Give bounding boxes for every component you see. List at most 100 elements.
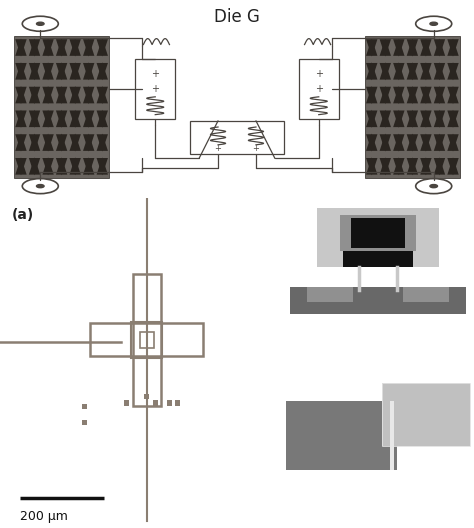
Polygon shape [420,39,432,56]
Polygon shape [83,157,94,175]
Polygon shape [366,134,377,151]
Polygon shape [42,87,54,104]
Polygon shape [29,62,40,80]
Text: Die G: Die G [214,8,260,26]
Polygon shape [380,110,391,127]
Polygon shape [434,39,445,56]
Polygon shape [447,158,459,175]
Polygon shape [393,158,404,175]
Polygon shape [407,62,418,80]
Polygon shape [420,110,432,128]
Polygon shape [15,110,27,128]
Polygon shape [15,39,27,56]
Polygon shape [42,157,54,175]
Text: 500 nm: 500 nm [297,515,346,528]
Polygon shape [83,110,94,128]
Polygon shape [97,39,108,56]
Polygon shape [56,87,67,104]
Polygon shape [380,63,391,80]
Polygon shape [97,110,108,127]
Polygon shape [380,39,391,56]
Bar [317,208,439,267]
Polygon shape [407,157,418,175]
Polygon shape [15,134,27,151]
Polygon shape [83,63,94,80]
Polygon shape [56,158,67,175]
Polygon shape [393,86,404,103]
Bar [124,400,129,406]
Circle shape [430,22,438,25]
Text: +: + [151,84,159,94]
Polygon shape [97,62,108,80]
Polygon shape [42,158,54,175]
Bar [390,401,394,470]
Bar [135,60,175,119]
Polygon shape [42,110,54,127]
Polygon shape [407,134,418,151]
Polygon shape [393,87,404,104]
Polygon shape [83,134,94,151]
Polygon shape [407,110,418,127]
Polygon shape [393,39,404,56]
Polygon shape [434,157,445,175]
Bar [403,287,449,302]
Polygon shape [393,134,404,151]
Polygon shape [83,39,94,56]
Bar [299,60,339,119]
Polygon shape [83,62,94,80]
Polygon shape [447,134,459,152]
Polygon shape [15,39,27,56]
Polygon shape [29,110,40,127]
Polygon shape [70,134,81,151]
Polygon shape [447,110,459,127]
Polygon shape [434,110,445,128]
Polygon shape [393,157,404,175]
Polygon shape [447,157,459,175]
Polygon shape [434,158,445,175]
Polygon shape [434,134,445,151]
Polygon shape [56,110,67,127]
Polygon shape [366,62,377,80]
Text: +: + [253,144,259,153]
Polygon shape [70,110,81,128]
Polygon shape [366,39,377,56]
Polygon shape [56,110,67,128]
Text: 200 μm: 200 μm [20,510,68,523]
Polygon shape [366,110,377,127]
Polygon shape [97,39,108,56]
Bar [14,35,109,178]
Polygon shape [420,110,432,127]
Polygon shape [366,86,377,103]
Polygon shape [380,134,391,151]
Polygon shape [97,86,108,103]
Polygon shape [29,157,40,175]
Bar [131,322,162,358]
Polygon shape [380,157,391,175]
Polygon shape [29,158,40,175]
Circle shape [36,22,44,25]
Bar [365,35,460,178]
Polygon shape [97,134,108,151]
Circle shape [36,185,44,188]
Polygon shape [366,158,377,175]
Polygon shape [420,86,432,103]
Text: (a): (a) [11,208,34,222]
Polygon shape [407,63,418,80]
Polygon shape [42,134,54,152]
Text: +: + [315,69,323,79]
Polygon shape [29,87,40,104]
Bar [382,383,470,446]
Polygon shape [434,86,445,103]
Text: 20 μm: 20 μm [305,343,345,356]
Polygon shape [56,134,67,152]
Polygon shape [97,158,108,175]
Polygon shape [447,39,459,56]
Polygon shape [29,39,40,56]
Polygon shape [70,157,81,175]
Polygon shape [83,110,94,127]
Polygon shape [56,63,67,80]
Polygon shape [97,63,108,80]
Polygon shape [56,134,67,151]
Polygon shape [420,63,432,80]
Polygon shape [83,158,94,175]
